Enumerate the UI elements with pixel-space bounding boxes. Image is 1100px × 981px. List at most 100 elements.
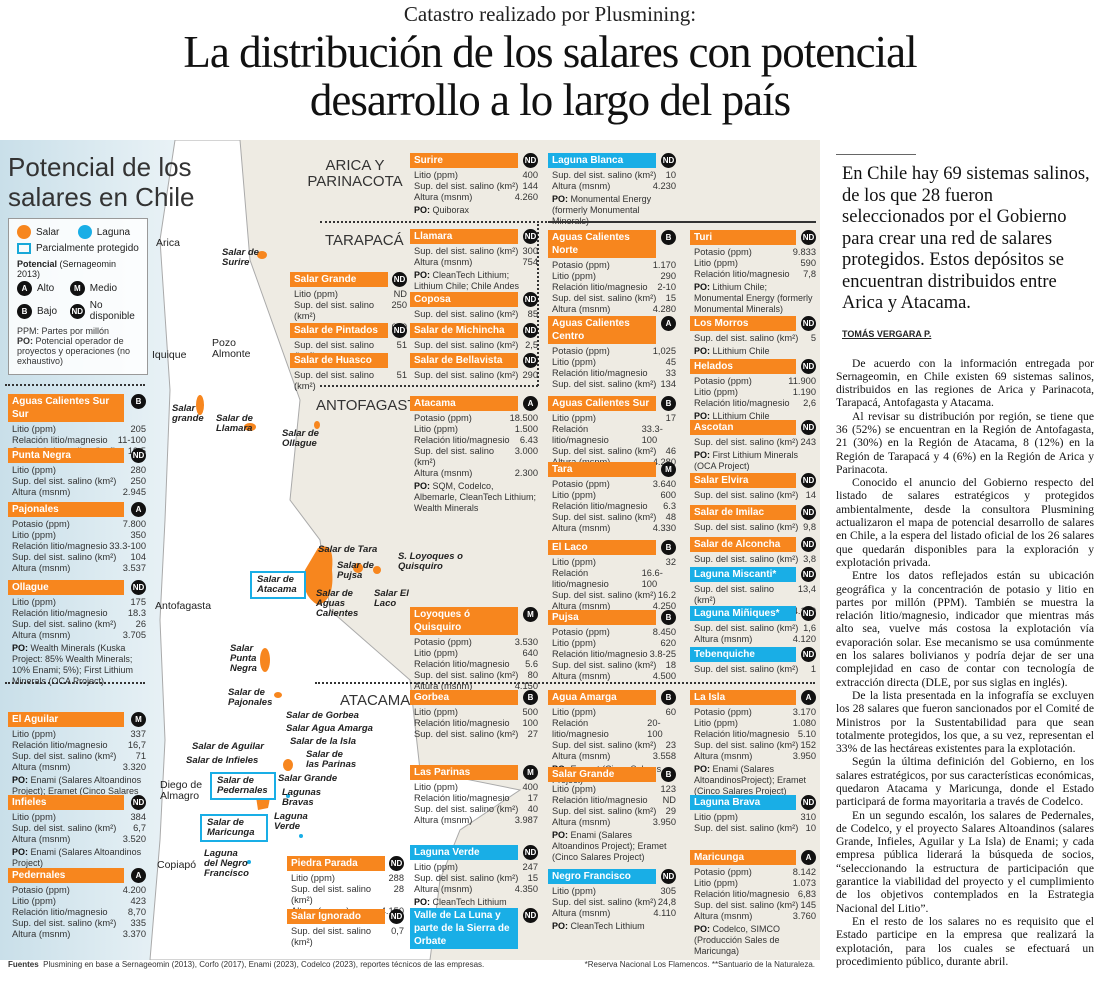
neighbor-countries [240, 140, 820, 960]
row-value: 60 [665, 707, 676, 717]
protected-legend-icon [17, 243, 31, 254]
row-value: 45 [665, 357, 676, 367]
article-paragraph: Conocido el anuncio del Gobierno respect… [836, 476, 1094, 569]
card-row: Potasio (ppm) 3.530 [410, 637, 538, 648]
row-label: Potasio (ppm) [694, 247, 752, 257]
card-header: Salar de Pintados ND [290, 323, 407, 338]
row-label: Altura (msnm) [414, 815, 473, 825]
row-label: Potasio (ppm) [552, 260, 610, 270]
row-value: 3,8 [803, 554, 816, 564]
card-row: Altura (msnm) 3.558 [548, 751, 676, 762]
salar-card: Tara M Potasio (ppm) 3.640 Litio (ppm) 600 Rel… [548, 462, 676, 534]
row-value: 1.190 [792, 387, 816, 397]
salar-card: Tebenquiche ND Sup. del sist. salino (km²)… [690, 647, 816, 675]
potential-badge-icon: B [661, 767, 676, 782]
card-row: Litio (ppm) ND [290, 289, 407, 300]
card-row: Litio (ppm) 310 [690, 812, 816, 823]
card-name: Piedra Parada [287, 856, 386, 871]
card-header: Maricunga A [690, 850, 816, 865]
legend-po-label: PO: [17, 336, 34, 346]
row-label: Litio (ppm) [694, 387, 738, 397]
legend-ppm: PPM: Partes por millón [17, 326, 110, 336]
map-label: Laguna del Negro Francisco [204, 848, 249, 879]
potential-badge-icon: ND [131, 448, 146, 463]
card-header: Aguas Calientes Centro A [548, 316, 676, 344]
card-row: Relación litio/magnesio 18.3 [8, 608, 146, 619]
potential-badge-icon: ND [523, 229, 538, 244]
row-value: 9.833 [792, 247, 816, 257]
card-operator: PO: Monumental Energy (formerly Monument… [548, 194, 676, 227]
row-label: Sup. del sist. salino (km²) [414, 729, 519, 739]
po-label: PO: [12, 775, 29, 785]
po-text: Codelco, SIMCO (Producción Sales de Mari… [694, 924, 781, 956]
card-header: Salar de Imilac ND [690, 505, 816, 520]
salar-card: Surire ND Litio (ppm) 400 Sup. del sist. sal… [410, 153, 538, 216]
row-value: 4.330 [652, 523, 676, 533]
row-label: Litio (ppm) [12, 465, 56, 475]
card-row: Sup. del sist. salino (km²) 300 [410, 246, 538, 257]
card-row: Relación litio/magnesio 2,6 [690, 398, 816, 409]
card-header: Laguna Verde ND [410, 845, 538, 860]
po-label: PO: [694, 924, 711, 934]
po-text: CleanTech Lithium [432, 897, 507, 907]
row-label: Sup. del sist. salino (km²) [694, 740, 799, 750]
row-value: 4.350 [514, 884, 538, 894]
region-arica-parinacota: ARICA Y PARINACOTA [307, 157, 403, 190]
card-row: Altura (msnm) 4.350 [410, 884, 538, 895]
row-value: 6.3 [663, 501, 676, 511]
potential-badge-icon: ND [392, 272, 407, 287]
row-value: 8.142 [792, 867, 816, 877]
row-value: 1.500 [514, 424, 538, 434]
card-header: Salar de Michincha ND [410, 323, 538, 338]
po-label: PO: [694, 282, 711, 292]
row-label: Relación litio/magnesio [552, 795, 648, 805]
po-text: Monumental Energy (formerly Monumental M… [552, 194, 652, 226]
row-value: 20-100 [647, 718, 663, 739]
card-row: Litio (ppm) 384 [8, 812, 146, 823]
card-row: Litio (ppm) 1.190 [690, 387, 816, 398]
card-row: Sup. del sist. salino (km²) 29 [548, 806, 676, 817]
card-row: Potasio (ppm) 1.170 [548, 260, 676, 271]
row-value: 1.170 [652, 260, 676, 270]
byline: TOMÁS VERGARA P. [842, 328, 932, 339]
po-text: Enami (Salares Altoandinos Project) [12, 847, 142, 868]
card-row: Sup. del sist. salino (km²) 46 [548, 446, 676, 457]
row-label: Litio (ppm) [552, 271, 596, 281]
card-name: Llamara [410, 229, 518, 244]
card-name: Ascotan [690, 420, 796, 435]
row-value: 16.2 [657, 590, 676, 600]
row-value: 15 [527, 873, 538, 883]
card-row: Potasio (ppm) 3.640 [548, 479, 676, 490]
row-value: 4.250 [652, 601, 676, 611]
potential-badge-icon: M [661, 462, 676, 477]
card-row: Sup. del sist. salino (km²) 15 [548, 293, 676, 304]
po-text: Enami (Salares AltoandinosProject); Eram… [694, 764, 807, 796]
card-row: Sup. del sist. salino (km²) 9,8 [690, 522, 816, 533]
row-label: Sup. del sist. salino (km²) [12, 552, 117, 562]
row-label: Altura (msnm) [694, 911, 753, 921]
region-divider [5, 384, 145, 386]
row-value: 175 [130, 597, 146, 607]
card-name: Salar Ignorado [287, 909, 386, 924]
potential-badge-icon: A [801, 690, 816, 705]
card-row: Litio (ppm) 1.080 [690, 718, 816, 729]
potential-badge-icon: ND [392, 323, 407, 338]
card-row: Altura (msnm) 3.370 [8, 929, 146, 940]
row-value: 600 [660, 490, 676, 500]
row-label: Altura (msnm) [12, 762, 71, 772]
row-label: Sup. del sist. salino (km²) [694, 490, 799, 500]
row-label: Sup. del sist. salino (km²) [552, 806, 657, 816]
potential-badge-icon: ND [523, 292, 538, 307]
row-value: 310 [800, 812, 816, 822]
row-label: Altura (msnm) [12, 834, 71, 844]
article-paragraph: En un segundo escalón, los salares de Pe… [836, 808, 1094, 915]
po-text: Wealth Minerals (Kuska Project: 85% Weal… [12, 643, 134, 686]
row-value: 5.6 [525, 659, 538, 669]
potential-badge-icon: A [131, 502, 146, 517]
card-name: Aguas Calientes Norte [548, 230, 656, 258]
row-value: 5 [810, 333, 816, 343]
card-row: Relación litio/magnesio 6,83 [690, 889, 816, 900]
row-value: 247 [522, 862, 538, 872]
row-value: 243 [800, 437, 816, 447]
card-row: Relación litio/magnesio 8,70 [8, 907, 146, 918]
